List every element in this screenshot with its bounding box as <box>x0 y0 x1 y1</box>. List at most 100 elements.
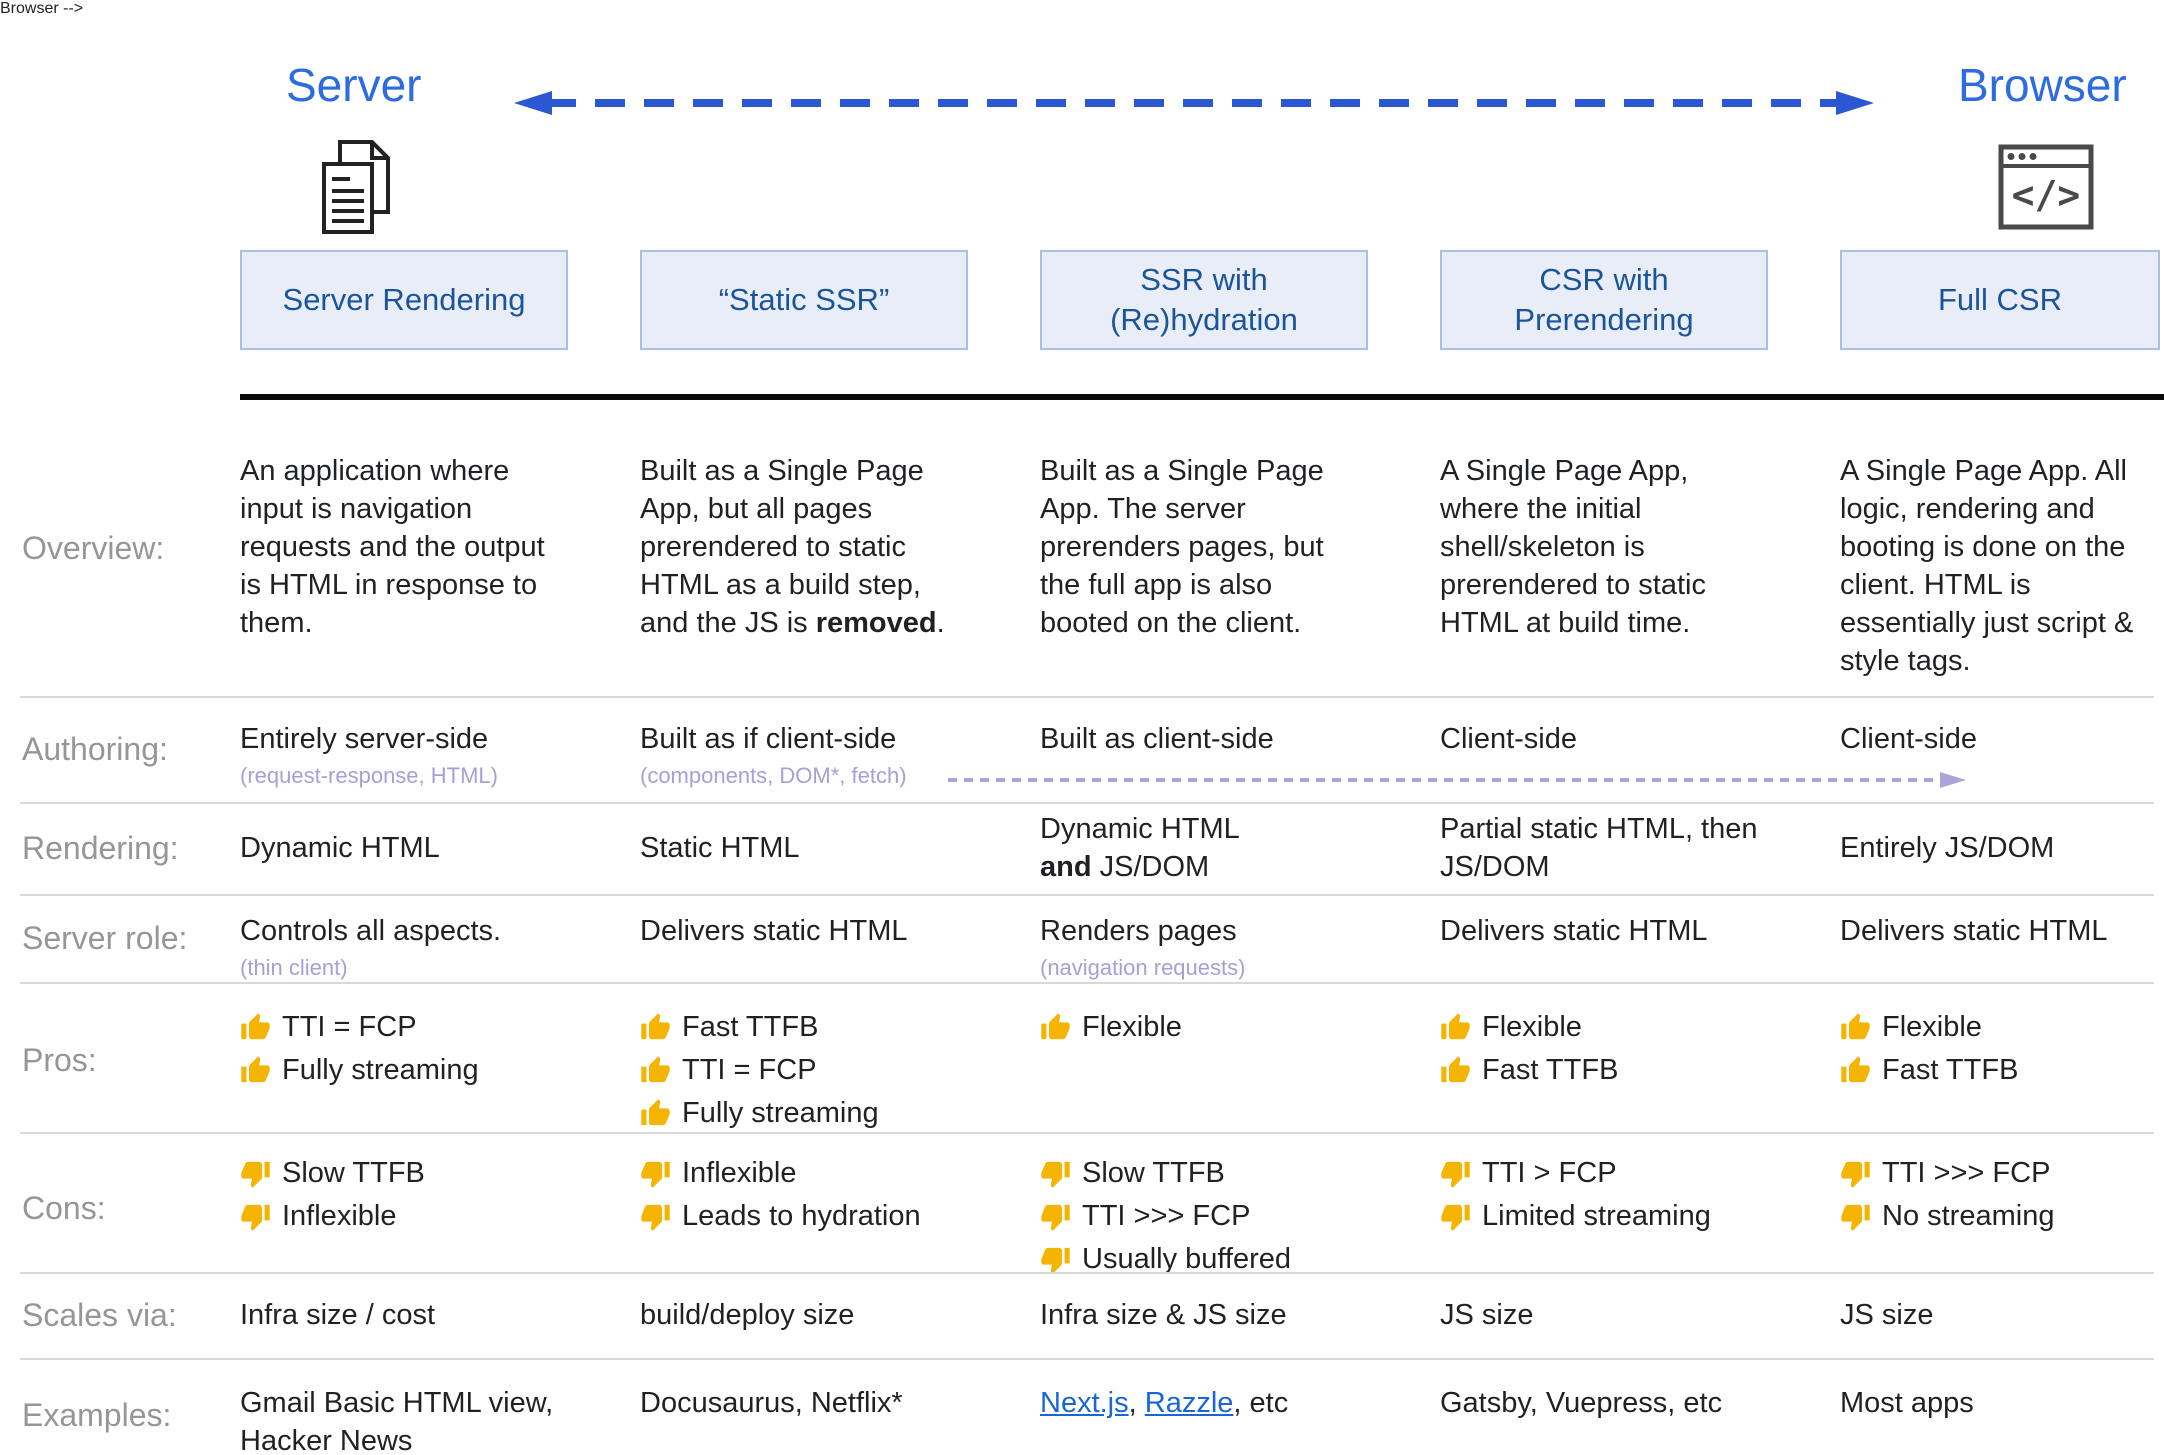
column-header-csr-prerendering: CSR with Prerendering <box>1440 250 1768 350</box>
rendering-full-csr: Entirely JS/DOM <box>1840 832 2055 864</box>
thumbs-down-icon <box>240 1158 271 1189</box>
row-label-rendering: Rendering: <box>22 829 179 866</box>
con-item: TTI > FCP <box>1440 1156 1768 1190</box>
row-label-overview: Overview: <box>22 529 165 566</box>
nextjs-link[interactable]: Next.js <box>1040 1387 1129 1419</box>
authoring-ssr-rehydration: Built as client-side <box>1040 723 1274 755</box>
browser-window-code-icon: </> <box>1998 144 2094 235</box>
thumbs-down-icon <box>240 1201 271 1232</box>
table-divider <box>240 394 2164 400</box>
pro-item: Fully streaming <box>240 1053 568 1087</box>
server-role-note: (thin client) <box>240 955 348 980</box>
con-item: Usually buffered <box>1040 1242 1368 1276</box>
pro-item: Flexible <box>1840 1010 2160 1044</box>
row-examples: Examples: Gmail Basic HTML view, Hacker … <box>0 1358 2164 1455</box>
examples-full-csr: Most apps <box>1840 1387 1974 1419</box>
row-cons: Cons: Slow TTFB Inflexible Inflexible Le… <box>0 1132 2164 1275</box>
thumbs-down-icon <box>1440 1201 1471 1232</box>
thumbs-up-icon <box>1440 1055 1471 1086</box>
thumbs-down-icon <box>640 1158 671 1189</box>
examples-server-rendering: Gmail Basic HTML view, Hacker News <box>240 1387 554 1455</box>
overview-csr-prerendering: A Single Page App, where the initial she… <box>1440 455 1706 639</box>
row-label-examples: Examples: <box>22 1397 172 1433</box>
rendering-csr-prerendering: Partial static HTML, then JS/DOM <box>1440 813 1758 883</box>
pro-item: Fast TTFB <box>1440 1053 1768 1087</box>
thumbs-up-icon <box>1840 1012 1871 1043</box>
authoring-full-csr: Client-side <box>1840 723 1977 755</box>
row-authoring: Authoring: Entirely server-side (request… <box>0 696 2164 802</box>
thumbs-down-icon <box>1040 1244 1071 1275</box>
examples-ssr-rehydration: Next.js, Razzle, etc <box>1040 1387 1289 1419</box>
thumbs-down-icon <box>640 1201 671 1232</box>
con-item: Limited streaming <box>1440 1199 1768 1233</box>
authoring-server-rendering: Entirely server-side <box>240 723 489 755</box>
thumbs-down-icon <box>1840 1201 1871 1232</box>
client-side-trend-arrow <box>948 772 1966 788</box>
rendering-static-ssr: Static HTML <box>640 832 800 864</box>
authoring-note: (components, DOM*, fetch) <box>640 763 907 788</box>
pro-item: Flexible <box>1440 1010 1768 1044</box>
pro-item: Fast TTFB <box>640 1010 968 1044</box>
thumbs-up-icon <box>240 1055 271 1086</box>
pro-item: TTI = FCP <box>640 1053 968 1087</box>
thumbs-up-icon <box>240 1012 271 1043</box>
thumbs-down-icon <box>1440 1158 1471 1189</box>
svg-text:</>: </> <box>2012 173 2081 217</box>
row-scales-via: Scales via: Infra size / cost build/depl… <box>0 1272 2164 1358</box>
server-role-static-ssr: Delivers static HTML <box>640 915 908 947</box>
con-item: Inflexible <box>640 1156 968 1190</box>
razzle-link[interactable]: Razzle <box>1144 1387 1234 1419</box>
authoring-csr-prerendering: Client-side <box>1440 723 1577 755</box>
con-item: Leads to hydration <box>640 1199 968 1233</box>
thumbs-up-icon <box>640 1012 671 1043</box>
rendering-server-rendering: Dynamic HTML <box>240 832 440 864</box>
spectrum-header: Server Browser <box>0 18 2164 250</box>
con-item: Slow TTFB <box>1040 1156 1368 1190</box>
server-role-csr-prerendering: Delivers static HTML <box>1440 915 1708 947</box>
column-header-full-csr: Full CSR <box>1840 250 2160 350</box>
pro-item: Fully streaming <box>640 1096 968 1130</box>
scales-ssr-rehydration: Infra size & JS size <box>1040 1299 1287 1331</box>
documents-icon <box>318 138 396 241</box>
con-item: TTI >>> FCP <box>1840 1156 2160 1190</box>
row-label-pros: Pros: <box>22 1042 97 1078</box>
con-item: TTI >>> FCP <box>1040 1199 1368 1233</box>
column-header-static-ssr: “Static SSR” <box>640 250 968 350</box>
column-header-server-rendering: Server Rendering <box>240 250 568 350</box>
server-browser-arrow <box>514 91 1874 115</box>
row-label-authoring: Authoring: <box>22 730 168 767</box>
examples-csr-prerendering: Gatsby, Vuepress, etc <box>1440 1387 1723 1419</box>
thumbs-down-icon <box>1840 1158 1871 1189</box>
browser-label: Browser <box>1958 59 2127 111</box>
row-pros: Pros: TTI = FCP Fully streaming Fast TTF… <box>0 982 2164 1132</box>
server-role-ssr-rehydration: Renders pages <box>1040 915 1237 947</box>
con-item: Inflexible <box>240 1199 568 1233</box>
thumbs-up-icon <box>1840 1055 1871 1086</box>
column-header-ssr-rehydration: SSR with (Re)hydration <box>1040 250 1368 350</box>
thumbs-up-icon <box>640 1055 671 1086</box>
pro-item: Fast TTFB <box>1840 1053 2160 1087</box>
overview-static-ssr: Built as a Single Page App, but all page… <box>640 455 945 639</box>
con-item: No streaming <box>1840 1199 2160 1233</box>
examples-static-ssr: Docusaurus, Netflix* <box>640 1387 903 1419</box>
row-label-cons: Cons: <box>22 1190 106 1226</box>
row-overview: Overview: An application where input is … <box>0 400 2164 696</box>
server-role-full-csr: Delivers static HTML <box>1840 915 2108 947</box>
scales-full-csr: JS size <box>1840 1299 1934 1331</box>
overview-full-csr: A Single Page App. All logic, rendering … <box>1840 455 2134 677</box>
row-server-role: Server role: Controls all aspects. (thin… <box>0 894 2164 982</box>
overview-server-rendering: An application where input is navigation… <box>240 455 545 639</box>
thumbs-up-icon <box>640 1098 671 1129</box>
scales-csr-prerendering: JS size <box>1440 1299 1534 1331</box>
rendering-ssr-rehydration: Dynamic HTML and JS/DOM <box>1040 813 1240 883</box>
thumbs-down-icon <box>1040 1158 1071 1189</box>
scales-server-rendering: Infra size / cost <box>240 1299 436 1331</box>
row-rendering: Rendering: Dynamic HTML Static HTML Dyna… <box>0 802 2164 894</box>
column-headers: Server Rendering “Static SSR” SSR with (… <box>0 250 2164 354</box>
pro-item: TTI = FCP <box>240 1010 568 1044</box>
con-item: Slow TTFB <box>240 1156 568 1190</box>
pro-item: Flexible <box>1040 1010 1368 1044</box>
authoring-note: (request-response, HTML) <box>240 763 498 788</box>
scales-static-ssr: build/deploy size <box>640 1299 855 1331</box>
